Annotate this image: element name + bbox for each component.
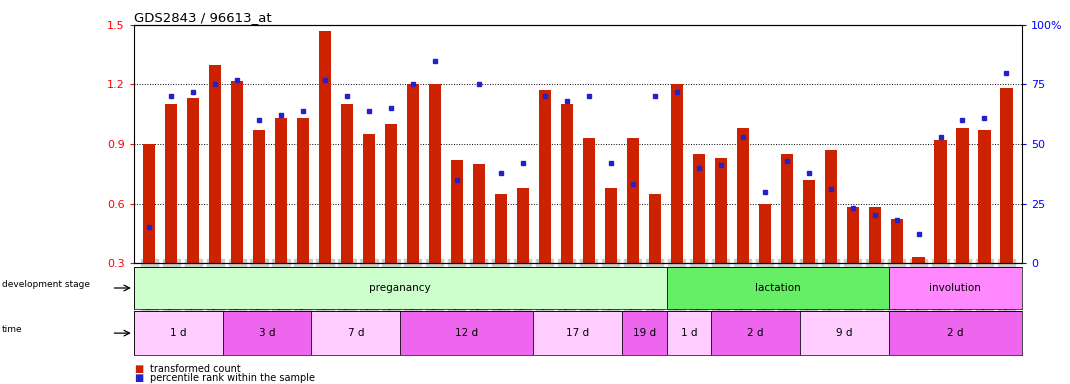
Text: time: time [2, 325, 22, 334]
Text: percentile rank within the sample: percentile rank within the sample [150, 373, 315, 383]
Bar [400, 311, 533, 355]
Bar [134, 267, 667, 309]
Text: 12 d: 12 d [455, 328, 478, 338]
Text: preganancy: preganancy [369, 283, 431, 293]
Bar [223, 311, 311, 355]
Text: 1 d: 1 d [681, 328, 697, 338]
Bar [825, 150, 837, 263]
Text: 19 d: 19 d [632, 328, 656, 338]
Bar [165, 104, 178, 263]
Bar [319, 31, 331, 263]
Bar [143, 144, 155, 263]
Bar [623, 311, 667, 355]
Bar [627, 138, 639, 263]
Bar [494, 194, 507, 263]
Bar [253, 130, 265, 263]
Bar [473, 164, 485, 263]
Bar [667, 311, 710, 355]
Bar [450, 160, 463, 263]
Bar [561, 104, 572, 263]
Bar [311, 311, 400, 355]
Bar [341, 104, 353, 263]
Text: involution: involution [930, 283, 981, 293]
Text: GDS2843 / 96613_at: GDS2843 / 96613_at [134, 11, 272, 24]
Bar [759, 204, 770, 263]
Bar [846, 207, 858, 263]
Bar [715, 158, 727, 263]
Text: 1 d: 1 d [170, 328, 186, 338]
Text: 17 d: 17 d [566, 328, 590, 338]
Bar [648, 194, 661, 263]
Bar [710, 311, 800, 355]
Bar [209, 65, 221, 263]
Text: 2 d: 2 d [747, 328, 764, 338]
Bar [869, 207, 881, 263]
Bar [605, 188, 616, 263]
Bar [888, 311, 1022, 355]
Text: 3 d: 3 d [259, 328, 275, 338]
Bar [134, 311, 223, 355]
Bar [385, 124, 397, 263]
Bar [231, 81, 243, 263]
Bar [187, 98, 199, 263]
Bar [407, 84, 419, 263]
Bar [517, 188, 529, 263]
Bar [363, 134, 374, 263]
Bar [888, 267, 1022, 309]
Bar [934, 140, 947, 263]
Bar [800, 311, 888, 355]
Bar [957, 128, 968, 263]
Bar [275, 118, 287, 263]
Bar [692, 154, 705, 263]
Bar [667, 267, 888, 309]
Bar [913, 257, 924, 263]
Text: 2 d: 2 d [947, 328, 963, 338]
Bar [781, 154, 793, 263]
Text: lactation: lactation [754, 283, 800, 293]
Bar [736, 128, 749, 263]
Bar [297, 118, 309, 263]
Bar [1000, 88, 1012, 263]
Text: ■: ■ [134, 364, 143, 374]
Text: ■: ■ [134, 373, 143, 383]
Text: 9 d: 9 d [836, 328, 853, 338]
Bar [583, 138, 595, 263]
Text: 7 d: 7 d [348, 328, 364, 338]
Text: development stage: development stage [2, 280, 90, 289]
Bar [671, 84, 683, 263]
Bar [429, 84, 441, 263]
Bar [890, 219, 903, 263]
Text: transformed count: transformed count [150, 364, 241, 374]
Bar [802, 180, 814, 263]
Bar [539, 91, 551, 263]
Bar [533, 311, 622, 355]
Bar [978, 130, 991, 263]
